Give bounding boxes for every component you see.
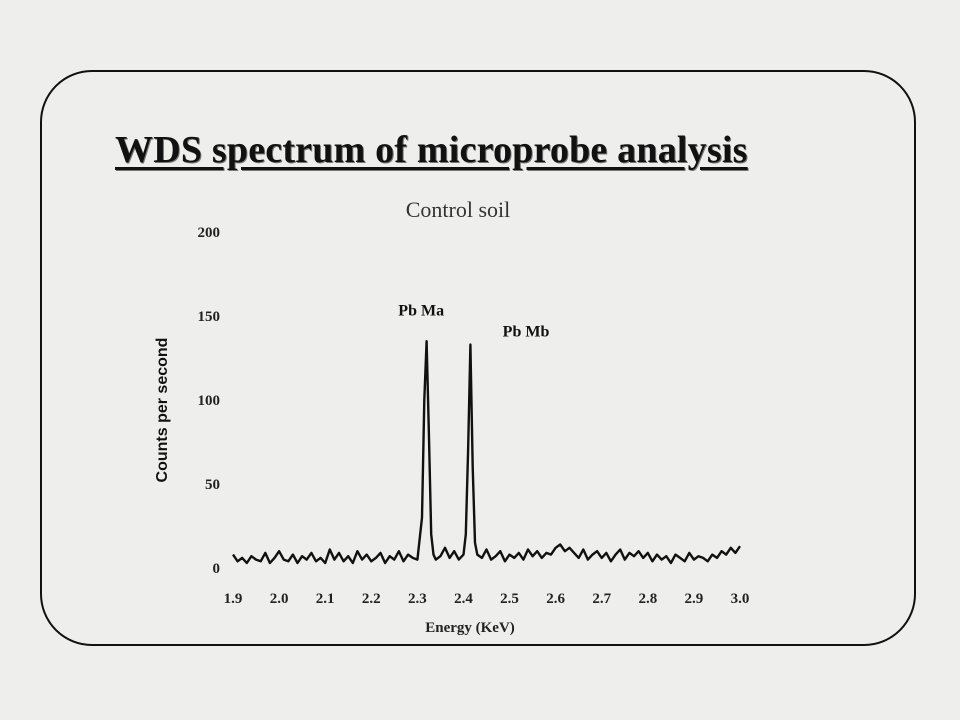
x-tick-label: 2.4 — [454, 591, 473, 607]
y-tick-label: 0 — [213, 561, 221, 577]
x-tick-label: 2.3 — [408, 591, 427, 607]
y-tick-label: 100 — [198, 393, 221, 409]
spectrum-line — [232, 340, 741, 565]
y-tick-label: 200 — [198, 225, 221, 241]
chart-subtitle: Control soil — [406, 197, 511, 222]
rounded-frame — [40, 70, 916, 646]
peak-annotation: Pb Mb — [503, 324, 550, 341]
x-tick-label: 1.9 — [224, 591, 243, 607]
series-layer — [232, 340, 741, 565]
y-tick-labels: 0 50 100 150 200 — [198, 225, 221, 577]
y-tick-label: 150 — [198, 309, 221, 325]
x-tick-labels: 1.9 2.0 2.1 2.2 2.3 2.4 2.5 2.6 2.7 2.8 2.9 3.0 — [224, 591, 750, 607]
x-tick-label: 2.0 — [270, 591, 289, 607]
x-axis-label: Energy (KeV) — [425, 620, 515, 636]
slide-title: WDS spectrum of microprobe analysis — [115, 129, 748, 171]
peak-annotation: Pb Ma — [398, 303, 444, 320]
x-tick-label: 2.8 — [638, 591, 657, 607]
x-tick-label: 2.1 — [316, 591, 335, 607]
x-tick-label: 2.9 — [685, 591, 704, 607]
y-axis-label: Counts per second — [154, 338, 171, 483]
x-tick-label: 2.6 — [546, 591, 565, 607]
x-tick-label: 3.0 — [731, 591, 750, 607]
y-tick-label: 50 — [205, 477, 220, 493]
x-tick-label: 2.7 — [592, 591, 611, 607]
x-tick-label: 2.2 — [362, 591, 381, 607]
annotation-layer: Pb Ma Pb Mb — [398, 303, 549, 341]
x-tick-label: 2.5 — [500, 591, 519, 607]
